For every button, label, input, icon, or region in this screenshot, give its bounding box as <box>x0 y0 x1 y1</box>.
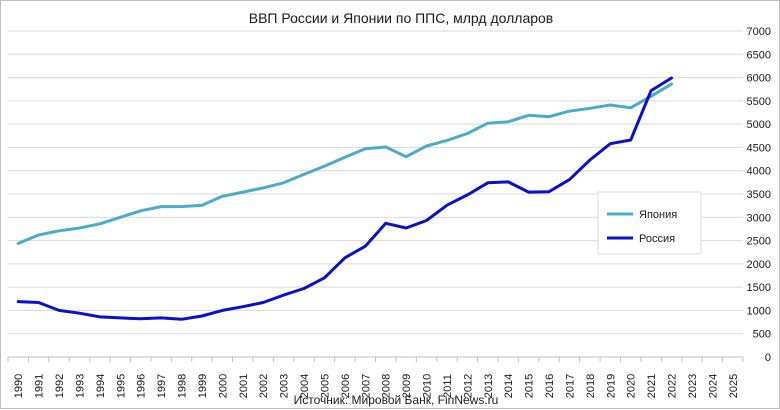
x-tick-label: 2007 <box>360 374 372 398</box>
x-tick-label: 2022 <box>667 374 679 398</box>
legend-label: Россия <box>639 233 675 245</box>
x-tick-label: 1992 <box>54 374 66 398</box>
x-tick-label: 1994 <box>95 374 107 398</box>
x-tick-label: 2006 <box>340 374 352 398</box>
y-tick-label: 0 <box>765 352 771 364</box>
chart-title: ВВП России и Японии по ППС, млрд долларо… <box>249 10 554 26</box>
x-tick-label: 2018 <box>585 374 597 398</box>
legend-label: Япония <box>639 209 677 221</box>
x-tick-label: 2015 <box>524 374 536 398</box>
y-tick-label: 1000 <box>747 305 771 317</box>
chart-source: Источник: Мировой Банк, FinNews.ru <box>294 393 499 407</box>
x-tick-label: 2019 <box>605 374 617 398</box>
x-tick-label: 2023 <box>687 374 699 398</box>
legend: Япония Россия <box>597 191 702 255</box>
y-tick-label: 6000 <box>747 73 771 85</box>
y-tick-label: 4000 <box>747 166 771 178</box>
x-tick-label: 1998 <box>177 374 189 398</box>
x-tick-label: 2002 <box>258 374 270 398</box>
y-tick-label: 1500 <box>747 282 771 294</box>
x-axis: 1990 1991 1992 1993 1994 1995 1996 1997 1998 1999… <box>7 356 744 398</box>
y-tick-label: 3000 <box>747 212 771 224</box>
y-tick-label: 2000 <box>747 259 771 271</box>
x-tick-label: 1991 <box>34 374 46 398</box>
plot-area <box>16 76 673 321</box>
y-tick-label: 7000 <box>747 26 771 38</box>
x-tick-label: 1995 <box>115 374 127 398</box>
y-axis: 0 500 1000 1500 2000 2500 3000 3500 4000 4500 5000… <box>747 26 771 364</box>
y-tick-label: 500 <box>753 329 771 341</box>
grid <box>8 30 743 358</box>
y-tick-label: 5000 <box>747 119 771 131</box>
x-tick-label: 2000 <box>217 374 229 398</box>
x-tick-label: 2020 <box>626 374 638 398</box>
x-tick-label: 2017 <box>564 374 576 398</box>
x-tick-label: 1999 <box>197 374 209 398</box>
x-tick-label: 2003 <box>279 374 291 398</box>
y-tick-label: 4500 <box>747 142 771 154</box>
x-tick-label: 2021 <box>646 374 658 398</box>
x-tick-label: 2013 <box>483 374 495 398</box>
y-tick-label: 2500 <box>747 236 771 248</box>
x-tick-label: 1996 <box>136 374 148 398</box>
x-tick-label: 2001 <box>238 374 250 398</box>
x-tick-label: 2010 <box>422 374 434 398</box>
x-tick-label: 2009 <box>401 374 413 398</box>
x-tick-label: 2014 <box>503 374 515 398</box>
x-tick-label: 2004 <box>299 374 311 398</box>
x-tick-label: 2005 <box>319 374 331 398</box>
series-line-1 <box>16 76 673 321</box>
series-line-0 <box>16 82 673 245</box>
x-tick-label: 2008 <box>381 374 393 398</box>
x-tick-label: 1993 <box>74 374 86 398</box>
x-tick-label: 2024 <box>707 374 719 398</box>
y-tick-label: 3500 <box>747 189 771 201</box>
y-tick-label: 6500 <box>747 49 771 61</box>
x-tick-label: 2016 <box>544 374 556 398</box>
x-tick-label: 1997 <box>156 374 168 398</box>
x-tick-label: 2011 <box>442 374 454 398</box>
legend-box <box>597 191 702 255</box>
x-tick-label: 2012 <box>462 374 474 398</box>
x-tick-label: 2025 <box>728 374 740 398</box>
x-tick-label: 1990 <box>13 374 25 398</box>
y-tick-label: 5500 <box>747 96 771 108</box>
